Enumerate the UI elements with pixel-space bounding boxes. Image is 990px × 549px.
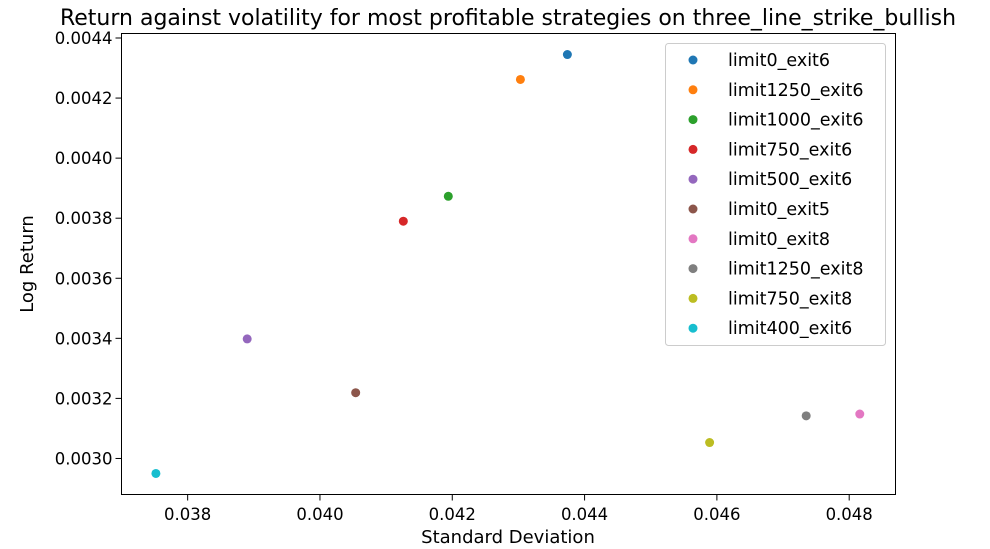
y-tick-label: 0.0040 (55, 149, 113, 168)
data-point-limit0_exit6 (562, 50, 572, 60)
x-tick-label: 0.046 (693, 505, 740, 524)
legend-marker (688, 174, 698, 184)
data-point-limit400_exit6 (151, 468, 161, 478)
legend-label: limit0_exit8 (728, 230, 830, 250)
data-point-limit0_exit8 (855, 409, 865, 419)
legend: limit0_exit6 limit1250_exit6 limit1000_exi… (665, 43, 886, 346)
legend-label: limit400_exit6 (728, 319, 852, 339)
data-point-limit500_exit6 (242, 334, 252, 344)
legend-label: limit500_exit6 (728, 170, 852, 190)
legend-marker (688, 55, 698, 65)
data-point-limit1000_exit6 (443, 191, 453, 201)
x-tick-label: 0.044 (561, 505, 608, 524)
legend-marker (688, 234, 698, 244)
x-tick-label: 0.040 (296, 505, 343, 524)
legend-marker (688, 144, 698, 154)
legend-box (665, 43, 886, 346)
legend-label: limit0_exit6 (728, 51, 830, 71)
legend-label: limit750_exit8 (728, 289, 852, 309)
x-axis-label: Standard Deviation (421, 527, 595, 548)
y-tick-label: 0.0038 (55, 209, 113, 228)
data-point-limit750_exit8 (705, 438, 715, 448)
legend-label: limit750_exit6 (728, 140, 852, 160)
chart-title: Return against volatility for most profi… (60, 6, 956, 31)
x-tick-label: 0.038 (164, 505, 211, 524)
y-tick-label: 0.0044 (55, 29, 113, 48)
y-tick-label: 0.0036 (55, 269, 113, 288)
x-tick-label: 0.048 (826, 505, 873, 524)
y-axis: 0.0030 0.0032 0.0034 0.0036 0.0038 0.0040 0.00… (55, 29, 122, 468)
data-point-limit0_exit5 (351, 388, 361, 398)
y-tick-label: 0.0032 (55, 389, 113, 408)
data-point-limit1250_exit6 (515, 74, 525, 84)
data-point-limit1250_exit8 (801, 411, 811, 421)
y-tick-label: 0.0042 (55, 89, 113, 108)
plot-frame (121, 33, 896, 495)
y-axis-label: Log Return (17, 215, 38, 313)
legend-label: limit1000_exit6 (728, 111, 863, 131)
y-tick-label: 0.0034 (55, 329, 113, 348)
legend-label: limit1250_exit6 (728, 81, 863, 101)
legend-marker (688, 85, 698, 95)
legend-label: limit0_exit5 (728, 200, 830, 220)
data-points (151, 50, 865, 478)
legend-marker (688, 115, 698, 125)
x-tick-label: 0.042 (429, 505, 476, 524)
x-axis: 0.038 0.040 0.042 0.044 0.046 0.048 (164, 494, 873, 524)
legend-label: limit1250_exit8 (728, 260, 863, 280)
legend-marker (688, 264, 698, 274)
legend-marker (688, 293, 698, 303)
legend-marker (688, 323, 698, 333)
legend-marker (688, 204, 698, 214)
data-point-limit750_exit6 (398, 216, 408, 226)
y-tick-label: 0.0030 (55, 449, 113, 468)
